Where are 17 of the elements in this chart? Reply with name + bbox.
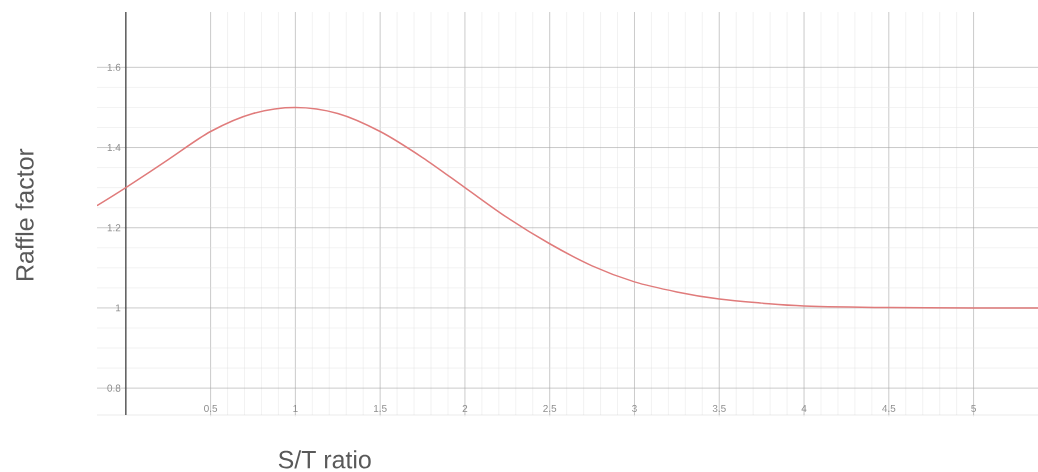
x-tick-label: 1.5 [373, 405, 387, 412]
y-axis-title: Raffle factor [15, 148, 34, 280]
x-tick-label: 3.5 [712, 404, 726, 412]
x-tick-label: 1 [293, 405, 298, 412]
x-tick-label: 5 [971, 405, 976, 412]
y-tick-label: 0.8 [107, 384, 121, 392]
x-tick-label: 3 [632, 404, 637, 412]
y-tick-label: 1.4 [107, 144, 121, 151]
y-tick-label: 1 [116, 304, 121, 312]
y-tick-label: 1.2 [107, 224, 121, 232]
x-tick-label: 0.5 [204, 404, 218, 412]
x-tick-label: 4 [801, 405, 807, 412]
x-tick-label: 4.5 [882, 405, 896, 412]
x-axis-title: S/T ratio [278, 450, 371, 469]
y-tick-label: 1.6 [107, 63, 121, 71]
x-tick-label: 2 [462, 405, 468, 412]
x-tick-label: 2.5 [543, 404, 557, 412]
